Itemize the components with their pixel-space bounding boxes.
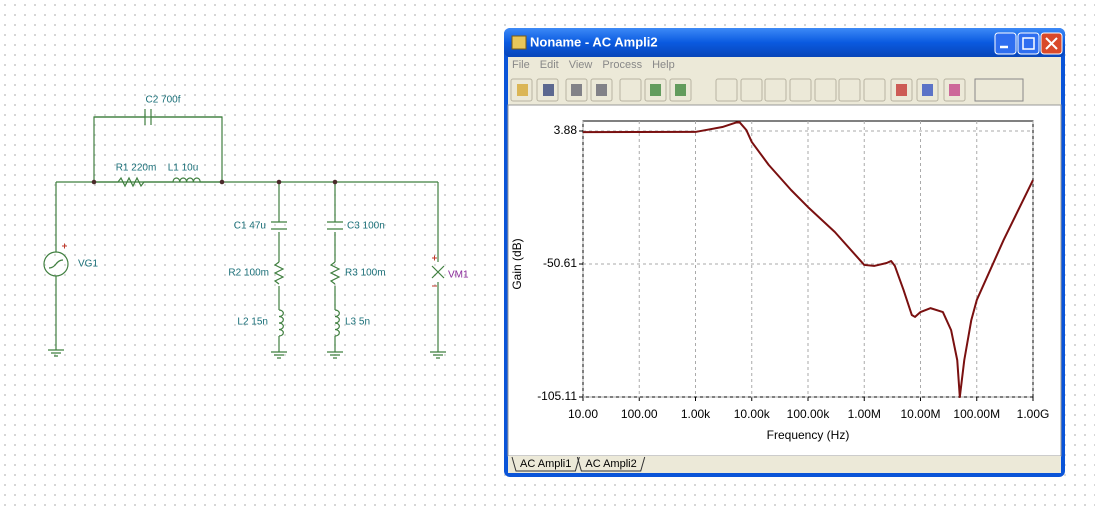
nodes <box>91 179 338 185</box>
minimize-button[interactable] <box>994 32 1017 55</box>
x-tick-label: 1.00k <box>681 407 711 421</box>
tab[interactable]: AC Ampli2 <box>576 456 646 472</box>
window-title: Noname - AC Ampli2 <box>530 34 658 49</box>
tool-button[interactable] <box>764 78 787 102</box>
tab-label: AC Ampli1 <box>520 458 571 470</box>
r1-l1 <box>94 176 222 188</box>
y-tick-label: -105.11 <box>537 389 577 403</box>
polarity <box>62 243 437 287</box>
capacitor-c2 <box>94 109 222 125</box>
tool-button[interactable] <box>814 78 837 102</box>
chart: 10.00 100.00 1.00k 10.00k 100.00k 1.00M 10.00M… <box>510 120 1050 442</box>
label: R1 220m <box>116 163 157 174</box>
menu-item[interactable]: View <box>569 59 593 71</box>
tool-icon <box>571 84 582 96</box>
menu-item[interactable]: File <box>512 59 530 71</box>
tool-icon <box>650 84 661 96</box>
tool-icon <box>596 84 607 96</box>
branch-1 <box>271 221 287 337</box>
tool-icon <box>517 84 528 96</box>
tool-button[interactable] <box>863 78 886 102</box>
x-tick-label: 100.00M <box>953 407 1000 421</box>
menu-bar: File Edit View Process Help <box>512 59 675 71</box>
scroll-control[interactable] <box>974 78 1024 102</box>
gain-curve <box>582 120 1034 398</box>
menu-item[interactable]: Process <box>602 59 642 71</box>
label: L1 10u <box>168 163 199 174</box>
label: C2 700f <box>145 95 180 106</box>
schematic: C2 700f R1 220m L1 10u C1 47u R2 100m L2… <box>43 95 469 359</box>
label: C3 100n <box>347 221 385 232</box>
tab[interactable]: AC Ampli1 <box>511 456 580 472</box>
label: C1 47u <box>234 221 266 232</box>
label: L2 15n <box>237 317 268 328</box>
tool-button[interactable] <box>789 78 812 102</box>
tool-button[interactable] <box>740 78 763 102</box>
y-axis-label: Gain (dB) <box>510 238 524 289</box>
maximize-button[interactable] <box>1017 32 1040 55</box>
tool-icon <box>949 84 960 96</box>
tab-shape <box>576 456 646 472</box>
y-tick-label: 3.88 <box>554 123 578 137</box>
title-bar <box>504 28 1065 57</box>
tabs: AC Ampli1 AC Ampli2 <box>511 456 646 472</box>
tool-button[interactable] <box>715 78 738 102</box>
x-tick-label: 1.00G <box>1017 407 1050 421</box>
app-icon <box>511 35 527 50</box>
x-tick-label: 10.00k <box>734 407 771 421</box>
meter-vm1 <box>431 265 445 279</box>
tab-strip <box>508 456 1061 473</box>
source-symbol <box>48 259 64 269</box>
x-tick-label: 10.00 <box>568 407 598 421</box>
menu-item[interactable]: Edit <box>540 59 559 71</box>
maximize-icon <box>1022 37 1035 50</box>
tool-button[interactable] <box>619 78 642 102</box>
tab-label: AC Ampli2 <box>585 458 636 470</box>
menu-item[interactable]: Help <box>652 59 675 71</box>
y-tick-label: -50.61 <box>543 256 577 270</box>
branch-2 <box>327 221 343 337</box>
x-tick-label: 10.00M <box>900 407 940 421</box>
x-axis-label: Frequency (Hz) <box>767 428 850 442</box>
x-tick-label: 100.00k <box>787 407 831 421</box>
tab-shape <box>511 456 580 472</box>
source-vg1 <box>43 251 69 277</box>
grounds <box>48 349 446 359</box>
tool-buttons <box>510 78 1024 102</box>
tool-icon <box>543 84 554 96</box>
tool-button[interactable] <box>838 78 861 102</box>
label: VG1 <box>78 259 98 270</box>
label: L3 5n <box>345 317 370 328</box>
label: VM1 <box>448 270 469 281</box>
tool-icon <box>675 84 686 96</box>
label: R2 100m <box>228 268 269 279</box>
label: R3 100m <box>345 268 386 279</box>
tool-icon <box>896 84 907 96</box>
tool-icon <box>922 84 933 96</box>
close-icon <box>1045 37 1058 50</box>
x-tick-label: 100.00 <box>621 407 658 421</box>
x-tick-label: 1.00M <box>848 407 881 421</box>
toolbar <box>508 75 1061 105</box>
